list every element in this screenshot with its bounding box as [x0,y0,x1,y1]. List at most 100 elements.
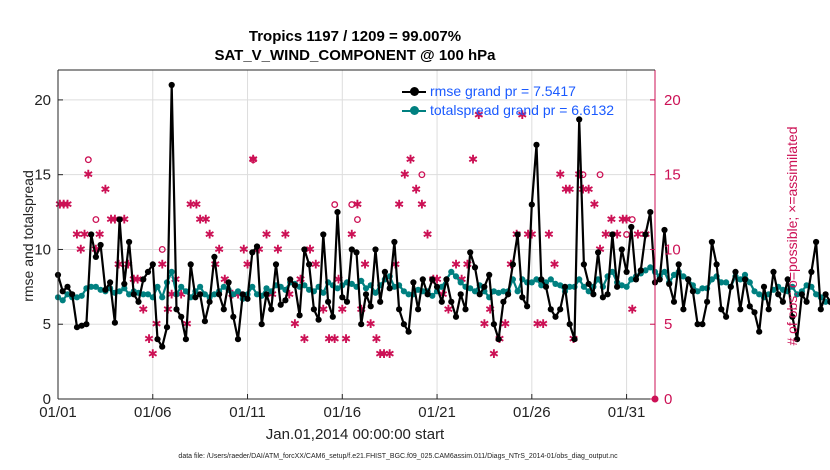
data-point-rmse [244,295,251,302]
legend-entry-totalspread: totalspread grand pr = 6.6132 [400,101,652,120]
obs-assimilated-marker: ✱ [565,183,575,197]
data-point-rmse [490,321,497,328]
data-point-rmse [538,276,545,283]
obs-assimilated-marker: ✱ [119,213,129,227]
obs-assimilated-marker: ✱ [612,228,622,242]
data-point-totalspread [59,297,66,304]
data-point-rmse [88,231,95,238]
obs-assimilated-marker: ✱ [129,272,139,286]
data-point-totalspread [670,271,678,278]
data-point-rmse [206,298,213,305]
data-point-rmse [765,306,772,313]
obs-assimilated-marker: ✱ [242,257,252,271]
data-point-totalspread [415,286,422,293]
data-point-rmse [614,283,621,290]
obs-possible-marker [84,156,92,164]
data-point-rmse [542,283,550,290]
data-point-rmse [306,261,313,268]
obs-assimilated-marker: ✱ [80,228,90,242]
data-point-rmse [751,309,758,316]
data-point-rmse [410,279,417,286]
obs-assimilated-marker: ✱ [462,257,472,271]
data-point-rmse [500,298,507,305]
data-point-rmse [623,268,630,275]
data-point-rmse [457,291,464,298]
data-point-rmse [107,279,114,286]
obs-assimilated-marker: ✱ [500,317,510,331]
legend-entry-rmse: rmse grand pr = 7.5417 [400,82,652,101]
obs-possible-marker [418,171,426,179]
data-point-rmse [358,321,365,328]
obs-assimilated-marker: ✱ [405,153,415,167]
data-point-rmse [666,280,673,287]
obs-assimilated-marker: ✱ [176,287,186,301]
obs-assimilated-marker: ✱ [55,198,65,212]
legend-rmse-marker [410,87,419,96]
data-point-rmse [741,276,749,283]
obs-assimilated-marker: ✱ [633,228,643,242]
data-point-rmse [718,306,725,313]
data-point-rmse [685,276,692,283]
data-point-rmse [178,313,185,320]
legend: rmse grand pr = 7.5417 totalspread grand… [400,82,652,120]
data-point-rmse [343,298,351,305]
obs-possible-marker [348,201,356,209]
data-point-rmse [187,261,194,268]
obs-assimilated-marker: ✱ [284,287,294,301]
data-point-rmse [291,282,298,289]
data-point-rmse [400,321,407,328]
obs-assimilated-marker: ✱ [385,347,395,361]
data-point-rmse [268,306,275,313]
data-point-rmse [239,291,246,298]
x-tick-label: 01/06 [134,404,172,421]
obs-assimilated-marker: ✱ [550,257,560,271]
obs-assimilated-marker: ✱ [352,198,362,212]
data-point-totalspread [73,294,81,301]
data-point-rmse [813,238,820,246]
obs-assimilated-marker: ✱ [457,272,467,286]
obs-assimilated-marker: ✱ [443,302,453,316]
data-point-totalspread [746,279,753,286]
data-point-totalspread [642,267,649,274]
data-file-footer: data file: /Users/raeder/DAI/ATM_forcXX/… [178,453,618,460]
data-point-rmse [471,264,479,271]
data-point-rmse [83,321,90,328]
data-point-rmse [396,306,403,313]
obs-assimilated-marker: ✱ [201,213,211,227]
data-point-rmse [154,336,161,343]
data-point-rmse [817,306,824,313]
data-point-rmse [353,249,360,256]
obs-assimilated-marker: ✱ [527,228,537,242]
data-point-rmse [149,261,156,268]
data-point-rmse [794,336,801,343]
obs-possible-marker [628,216,636,223]
obs-assimilated-marker: ✱ [375,347,385,361]
obs-assimilated-marker: ✱ [622,213,632,227]
obs-assimilated-marker: ✱ [214,242,224,256]
data-point-rmse [727,283,734,290]
data-point-rmse [163,324,171,331]
data-point-rmse [585,280,592,287]
data-point-rmse [699,321,706,328]
obs-assimilated-marker: ✱ [195,213,205,227]
data-point-rmse [481,283,488,290]
data-point-totalspread [320,289,327,296]
obs-assimilated-marker: ✱ [468,153,478,167]
data-point-rmse [462,306,469,313]
data-point-rmse [704,298,711,305]
chart-subtitle: SAT_V_WIND_COMPONENT @ 100 hPa [214,47,496,64]
obs-assimilated-marker: ✱ [248,153,258,167]
obs-assimilated-marker: ✱ [83,168,93,182]
data-point-rmse [130,291,137,298]
data-point-totalspread [88,283,95,290]
obs-assimilated-marker: ✱ [555,168,565,182]
y-tick-label: 5 [43,316,51,333]
obs-assimilated-marker: ✱ [324,332,334,346]
data-point-rmse [505,291,512,298]
legend-totalspread-text: totalspread grand pr = 6.6132 [430,102,615,118]
data-point-rmse [604,291,611,298]
y-tick-label: 0 [43,391,51,408]
obs-assimilated-marker: ✱ [538,317,548,331]
data-point-rmse [827,298,830,305]
